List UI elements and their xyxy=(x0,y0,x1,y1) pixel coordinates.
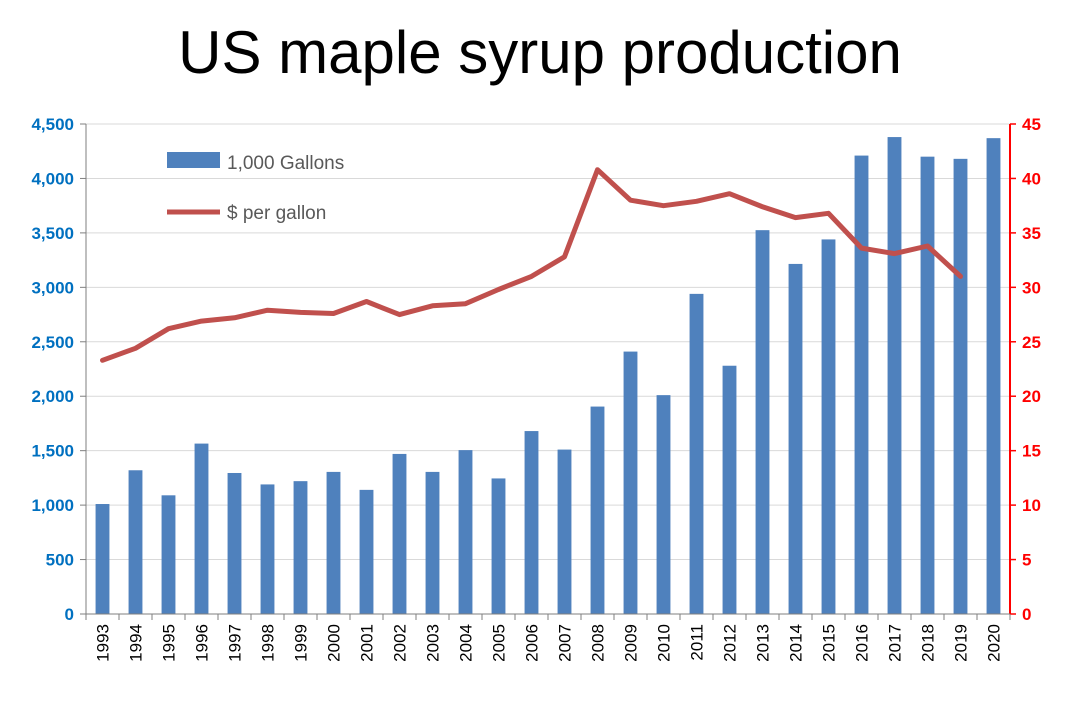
x-tick-label: 2002 xyxy=(391,624,410,662)
x-tick-label: 2001 xyxy=(358,624,377,662)
bar xyxy=(953,158,968,614)
tick-labels: 0 500 1,000 1,500 2,000 2,500 3,000 3,500 4,000 4… xyxy=(31,115,1040,662)
x-tick-label: 2012 xyxy=(721,624,740,662)
y-left-tick-label: 0 xyxy=(65,605,74,624)
bar xyxy=(986,138,1001,614)
y-right-tick-label: 40 xyxy=(1022,169,1041,188)
x-tick-label: 2010 xyxy=(655,624,674,662)
bar xyxy=(425,471,440,614)
x-tick-label: 2019 xyxy=(952,624,971,662)
x-tick-label: 2018 xyxy=(919,624,938,662)
bar xyxy=(227,472,242,614)
y-left-tick-label: 3,500 xyxy=(31,224,74,243)
y-right-tick-label: 45 xyxy=(1022,115,1041,134)
x-tick-label: 2017 xyxy=(886,624,905,662)
legend-label-line: $ per gallon xyxy=(227,203,326,224)
bar-series xyxy=(95,137,1001,615)
bar xyxy=(920,156,935,614)
chart-title: US maple syrup production xyxy=(178,19,902,86)
y-left-tick-label: 4,000 xyxy=(31,169,74,188)
bar xyxy=(854,155,869,615)
bar xyxy=(194,443,209,614)
bar xyxy=(161,495,176,614)
x-tick-label: 1994 xyxy=(127,624,146,662)
axes xyxy=(80,123,1016,620)
legend-swatch-bar xyxy=(167,152,220,168)
x-tick-label: 1993 xyxy=(94,624,113,662)
y-left-tick-label: 3,000 xyxy=(31,278,74,297)
gridlines xyxy=(86,123,1010,561)
bar xyxy=(887,137,902,615)
y-left-tick-label: 4,500 xyxy=(31,115,74,134)
y-right-tick-label: 15 xyxy=(1022,442,1041,461)
x-tick-label: 2013 xyxy=(754,624,773,662)
bar xyxy=(722,365,737,614)
bar xyxy=(260,484,275,614)
y-left-tick-label: 500 xyxy=(46,551,74,570)
bar xyxy=(656,395,671,614)
bar xyxy=(557,449,572,614)
x-tick-label: 2016 xyxy=(853,624,872,662)
x-tick-label: 2006 xyxy=(523,624,542,662)
legend-label-bar: 1,000 Gallons xyxy=(227,153,344,174)
y-right-tick-label: 30 xyxy=(1022,278,1041,297)
bar xyxy=(755,230,770,614)
y-right-tick-label: 0 xyxy=(1022,605,1031,624)
bar xyxy=(821,239,836,614)
y-left-tick-label: 1,500 xyxy=(31,442,74,461)
x-tick-label: 2014 xyxy=(787,624,806,662)
x-tick-label: 2015 xyxy=(820,624,839,662)
price-line xyxy=(100,167,963,363)
bar xyxy=(95,504,110,614)
x-tick-label: 2007 xyxy=(556,624,575,662)
bar xyxy=(788,263,803,614)
x-tick-label: 1998 xyxy=(259,624,278,662)
bar xyxy=(689,293,704,614)
x-tick-label: 2000 xyxy=(325,624,344,662)
bar xyxy=(359,489,374,614)
bar xyxy=(128,470,143,614)
x-tick-label: 2003 xyxy=(424,624,443,662)
x-tick-label: 2004 xyxy=(457,624,476,662)
y-right-tick-label: 20 xyxy=(1022,387,1041,406)
bar xyxy=(590,406,605,614)
bar xyxy=(326,471,341,614)
y-left-tick-label: 1,000 xyxy=(31,496,74,515)
x-tick-label: 2009 xyxy=(622,624,641,662)
y-right-tick-label: 5 xyxy=(1022,551,1031,570)
x-tick-label: 1996 xyxy=(193,624,212,662)
x-tick-label: 2005 xyxy=(490,624,509,662)
y-left-tick-label: 2,500 xyxy=(31,333,74,352)
bar xyxy=(623,351,638,614)
bar xyxy=(293,481,308,614)
y-right-tick-label: 25 xyxy=(1022,333,1041,352)
legend: 1,000 Gallons $ per gallon xyxy=(167,152,344,224)
bar xyxy=(524,431,539,614)
bar xyxy=(458,450,473,614)
x-tick-label: 2011 xyxy=(688,624,707,661)
line-series xyxy=(100,167,963,363)
y-left-tick-label: 2,000 xyxy=(31,387,74,406)
bar xyxy=(392,453,407,614)
y-right-tick-label: 10 xyxy=(1022,496,1041,515)
bar xyxy=(491,478,506,614)
x-tick-label: 1999 xyxy=(292,624,311,662)
x-tick-label: 2020 xyxy=(985,624,1004,662)
x-tick-label: 1997 xyxy=(226,624,245,662)
x-tick-label: 1995 xyxy=(160,624,179,662)
x-tick-label: 2008 xyxy=(589,624,608,662)
y-right-tick-label: 35 xyxy=(1022,224,1041,243)
